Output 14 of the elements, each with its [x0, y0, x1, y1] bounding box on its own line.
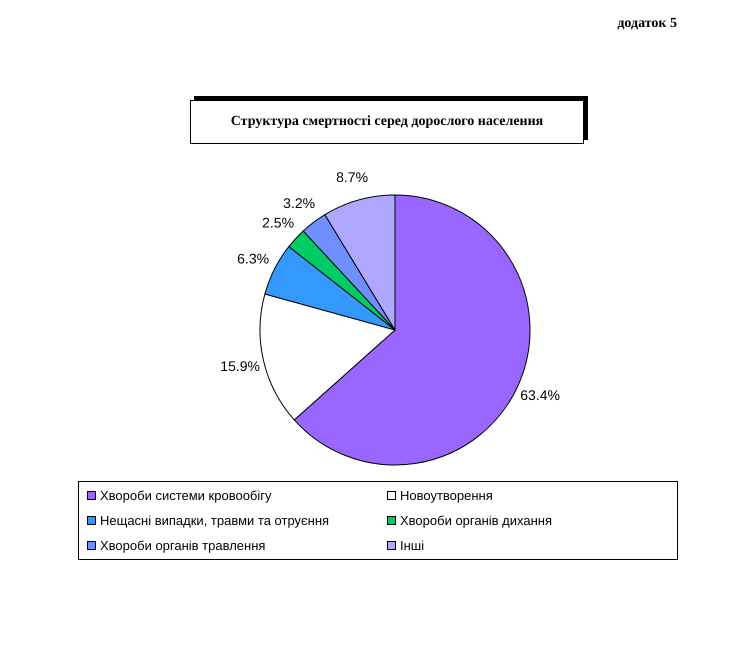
chart-title: Структура смертності серед дорослого населення	[190, 100, 584, 144]
legend-label: Нещасні випадки, травми та отруєння	[100, 513, 330, 528]
text: додаток 5	[617, 16, 677, 32]
data-label: 2.5%	[262, 214, 294, 230]
data-label: 3.2%	[283, 195, 316, 212]
data-label: 15.9%	[220, 358, 260, 374]
legend-label: Інші	[400, 538, 424, 553]
data-label: 6.3%	[237, 250, 270, 266]
legend-label: Хвороби системи кровообігу	[100, 488, 272, 503]
data-label: 63.4%	[520, 386, 560, 403]
legend-label: Хвороби органів травлення	[100, 538, 266, 553]
legend-label: Хвороби органів дихання	[400, 513, 552, 528]
data-label: 8.7%	[336, 168, 368, 185]
legend-label: Новоутворення	[400, 488, 493, 503]
